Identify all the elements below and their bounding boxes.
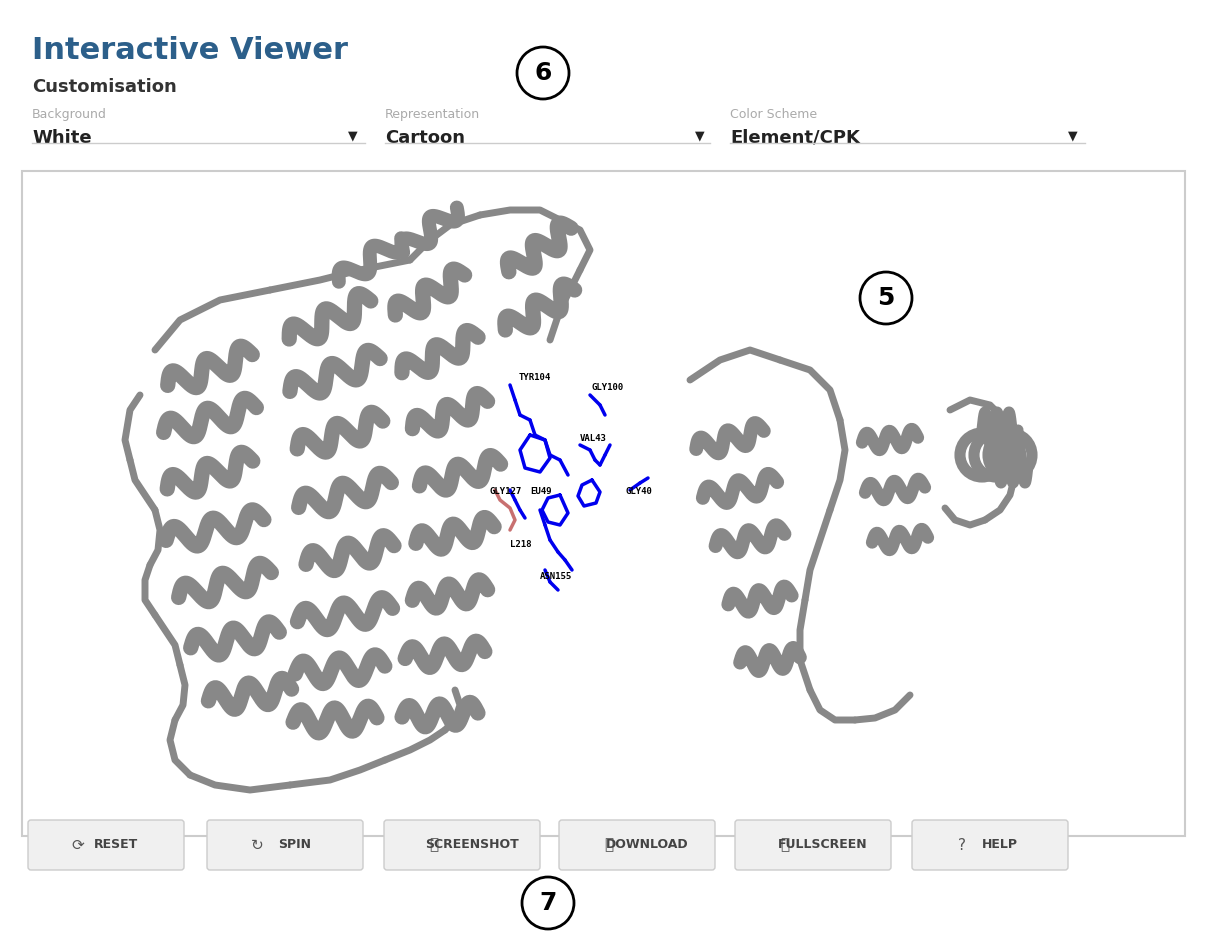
Text: Color Scheme: Color Scheme (730, 108, 817, 121)
FancyBboxPatch shape (912, 820, 1068, 870)
Text: GLY40: GLY40 (625, 487, 652, 496)
Text: ⤓: ⤓ (605, 838, 613, 853)
Text: Interactive Viewer: Interactive Viewer (33, 36, 348, 65)
Text: 📷: 📷 (430, 838, 438, 853)
Text: FULLSCREEN: FULLSCREEN (779, 839, 868, 852)
Text: Element/CPK: Element/CPK (730, 129, 859, 147)
Text: DOWNLOAD: DOWNLOAD (606, 839, 688, 852)
Text: White: White (33, 129, 92, 147)
Text: TYR104: TYR104 (519, 373, 552, 382)
Text: SCREENSHOT: SCREENSHOT (425, 839, 519, 852)
Text: ↻: ↻ (251, 838, 263, 853)
Text: ⤢: ⤢ (781, 838, 789, 853)
Text: ⟳: ⟳ (71, 838, 84, 853)
Text: HELP: HELP (982, 839, 1018, 852)
Text: 7: 7 (540, 891, 556, 915)
Text: ?: ? (958, 838, 966, 853)
Text: ▼: ▼ (1068, 129, 1078, 142)
Text: L218: L218 (511, 540, 531, 549)
Text: SPIN: SPIN (279, 839, 311, 852)
FancyBboxPatch shape (559, 820, 715, 870)
Text: ASN155: ASN155 (540, 572, 572, 581)
Text: RESET: RESET (94, 839, 138, 852)
Text: VAL43: VAL43 (581, 434, 607, 443)
FancyBboxPatch shape (22, 171, 1185, 836)
FancyBboxPatch shape (735, 820, 891, 870)
Text: 6: 6 (535, 61, 552, 85)
Text: 5: 5 (877, 286, 894, 310)
FancyBboxPatch shape (206, 820, 363, 870)
Text: ▼: ▼ (695, 129, 705, 142)
Text: GLY127: GLY127 (490, 487, 523, 496)
Text: Cartoon: Cartoon (385, 129, 465, 147)
Text: Customisation: Customisation (33, 78, 176, 96)
FancyBboxPatch shape (28, 820, 183, 870)
Text: Background: Background (33, 108, 107, 121)
Text: ▼: ▼ (348, 129, 357, 142)
Text: EU49: EU49 (530, 487, 552, 496)
Text: Representation: Representation (385, 108, 480, 121)
FancyBboxPatch shape (384, 820, 540, 870)
Text: GLY100: GLY100 (591, 383, 624, 392)
